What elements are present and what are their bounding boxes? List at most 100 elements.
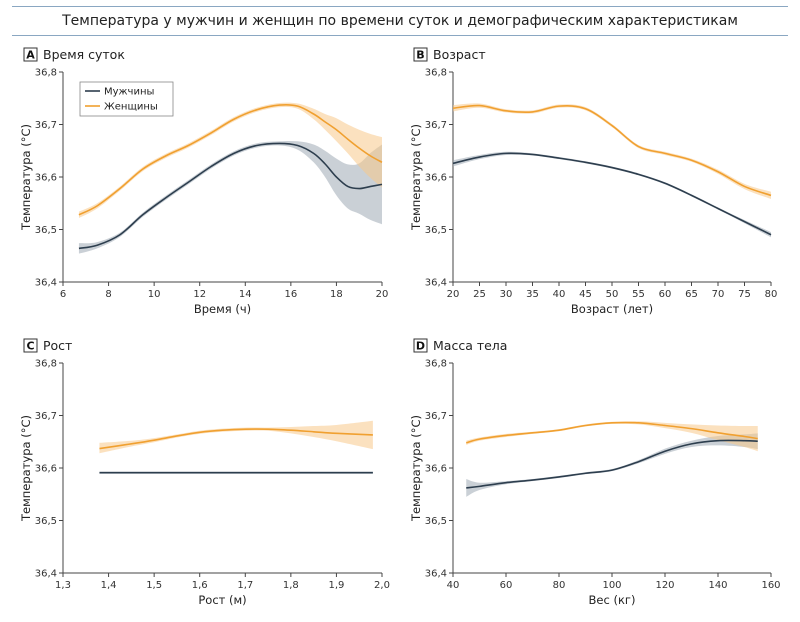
- y-tick-label: 36,6: [35, 173, 57, 184]
- page-title: Температура у мужчин и женщин по времени…: [12, 6, 788, 36]
- series-line-men: [78, 142, 383, 250]
- x-tick-label: 2,0: [374, 580, 390, 591]
- panel-title: Возраст: [433, 47, 486, 62]
- y-tick-label: 36,4: [425, 569, 447, 580]
- panel-title: Рост: [43, 338, 72, 353]
- y-tick-label: 36,4: [35, 569, 57, 580]
- x-tick-label: 20: [447, 289, 460, 300]
- series-band-men: [466, 433, 758, 497]
- x-tick-label: 120: [655, 580, 674, 591]
- x-tick-label: 45: [579, 289, 592, 300]
- x-tick-label: 50: [606, 289, 619, 300]
- x-tick-label: 30: [500, 289, 513, 300]
- x-tick-label: 14: [239, 289, 252, 300]
- x-tick-label: 40: [447, 580, 460, 591]
- panel-letter-box: [23, 47, 38, 62]
- series-band-women: [453, 103, 771, 200]
- x-tick-label: 60: [500, 580, 513, 591]
- x-tick-label: 10: [148, 289, 161, 300]
- x-tick-label: 160: [761, 580, 780, 591]
- series-band-women: [99, 420, 373, 454]
- panel-letter: A: [26, 49, 35, 62]
- x-tick-label: 1,9: [328, 580, 344, 591]
- y-axis-label: Температура (°C): [409, 124, 423, 231]
- y-tick-label: 36,8: [35, 359, 57, 370]
- x-tick-label: 75: [738, 289, 751, 300]
- x-tick-label: 25: [473, 289, 486, 300]
- y-tick-label: 36,6: [35, 464, 57, 475]
- panel-b: B Возраст 36,4 36,5 36,6 36,7 36,8 20 25 30 35 40 45…: [409, 47, 777, 316]
- x-tick-label: 6: [60, 289, 66, 300]
- y-tick-label: 36,6: [425, 173, 447, 184]
- x-axis-label: Рост (м): [198, 593, 246, 607]
- series-band-women: [466, 421, 758, 452]
- y-tick-label: 36,5: [35, 516, 57, 527]
- series-line-men: [452, 152, 772, 236]
- panel-letter-box: [23, 338, 38, 353]
- x-tick-label: 65: [685, 289, 698, 300]
- legend: Мужчины Женщины: [79, 81, 174, 117]
- series-line-women: [466, 421, 758, 444]
- y-axis-label: Температура (°C): [19, 124, 33, 231]
- x-tick-label: 140: [708, 580, 727, 591]
- series-line-women: [452, 104, 772, 197]
- y-tick-label: 36,5: [425, 225, 447, 236]
- x-axis-label: Время (ч): [194, 302, 251, 316]
- y-tick-label: 36,7: [425, 411, 447, 422]
- x-tick-label: 55: [632, 289, 645, 300]
- x-tick-label: 1,5: [146, 580, 162, 591]
- y-axis-label: Температура (°C): [19, 415, 33, 522]
- y-tick-label: 36,7: [425, 120, 447, 131]
- x-tick-label: 1,7: [237, 580, 253, 591]
- y-tick-label: 36,8: [35, 68, 57, 79]
- x-tick-label: 1,8: [283, 580, 299, 591]
- panel-title: Время суток: [43, 47, 125, 62]
- legend-box: [79, 81, 174, 117]
- x-tick-label: 80: [765, 289, 778, 300]
- x-axis-label: Вес (кг): [589, 593, 636, 607]
- panel-letter-box: [413, 47, 428, 62]
- y-tick-label: 36,7: [35, 411, 57, 422]
- x-tick-label: 1,6: [192, 580, 208, 591]
- x-tick-label: 70: [712, 289, 725, 300]
- x-tick-label: 80: [553, 580, 566, 591]
- x-tick-label: 8: [105, 289, 111, 300]
- x-tick-label: 20: [376, 289, 389, 300]
- x-axis-label: Возраст (лет): [571, 302, 653, 316]
- panel-letter: B: [416, 49, 424, 62]
- y-tick-label: 36,4: [425, 278, 447, 289]
- x-tick-label: 40: [553, 289, 566, 300]
- y-tick-label: 36,7: [35, 120, 57, 131]
- series-band-men: [78, 140, 382, 254]
- panel-letter: D: [416, 340, 425, 353]
- series-line-women: [99, 428, 373, 450]
- x-tick-label: 16: [284, 289, 297, 300]
- series-band-men: [453, 151, 771, 238]
- x-tick-label: 1,4: [101, 580, 117, 591]
- panel-title: Масса тела: [433, 338, 507, 353]
- series-line-women: [78, 103, 383, 216]
- x-tick-label: 12: [193, 289, 206, 300]
- x-tick-label: 18: [330, 289, 343, 300]
- y-axis-label: Температура (°C): [409, 415, 423, 522]
- x-tick-label: 60: [659, 289, 672, 300]
- y-tick-label: 36,4: [35, 278, 57, 289]
- y-tick-label: 36,8: [425, 68, 447, 79]
- legend-label-men: Мужчины: [104, 87, 154, 98]
- x-tick-label: 1,3: [55, 580, 71, 591]
- panel-letter: C: [26, 340, 34, 353]
- panel-d: D Масса тела 36,4 36,5 36,6 36,7 36,8 40 60 80 100…: [409, 338, 781, 607]
- x-tick-label: 35: [526, 289, 539, 300]
- y-tick-label: 36,8: [425, 359, 447, 370]
- panel-a: A Время суток 36,4 36,5 36,6 36,7 36,8 6 8 10 12 14…: [19, 47, 388, 316]
- panel-letter-box: [413, 338, 428, 353]
- x-tick-label: 100: [602, 580, 621, 591]
- series-line-men: [466, 439, 758, 489]
- y-tick-label: 36,5: [35, 225, 57, 236]
- y-tick-label: 36,5: [425, 516, 447, 527]
- panel-c: C Рост 36,4 36,5 36,6 36,7 36,8 1,3 1,4 1,5 1,6 1,7…: [19, 338, 390, 607]
- legend-label-women: Женщины: [104, 102, 158, 113]
- y-tick-label: 36,6: [425, 464, 447, 475]
